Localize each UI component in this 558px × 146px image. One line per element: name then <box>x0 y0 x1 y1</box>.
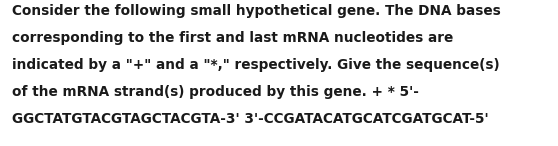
Text: indicated by a "+" and a "*," respectively. Give the sequence(s): indicated by a "+" and a "*," respective… <box>12 58 500 72</box>
Text: of the mRNA strand(s) produced by this gene. + * 5'-: of the mRNA strand(s) produced by this g… <box>12 85 419 99</box>
Text: Consider the following small hypothetical gene. The DNA bases: Consider the following small hypothetica… <box>12 4 501 18</box>
Text: corresponding to the first and last mRNA nucleotides are: corresponding to the first and last mRNA… <box>12 31 454 45</box>
Text: GGCTATGTACGTAGCTACGTA-3' 3'-CCGATACATGCATCGATGCAT-5': GGCTATGTACGTAGCTACGTA-3' 3'-CCGATACATGCA… <box>12 112 489 126</box>
